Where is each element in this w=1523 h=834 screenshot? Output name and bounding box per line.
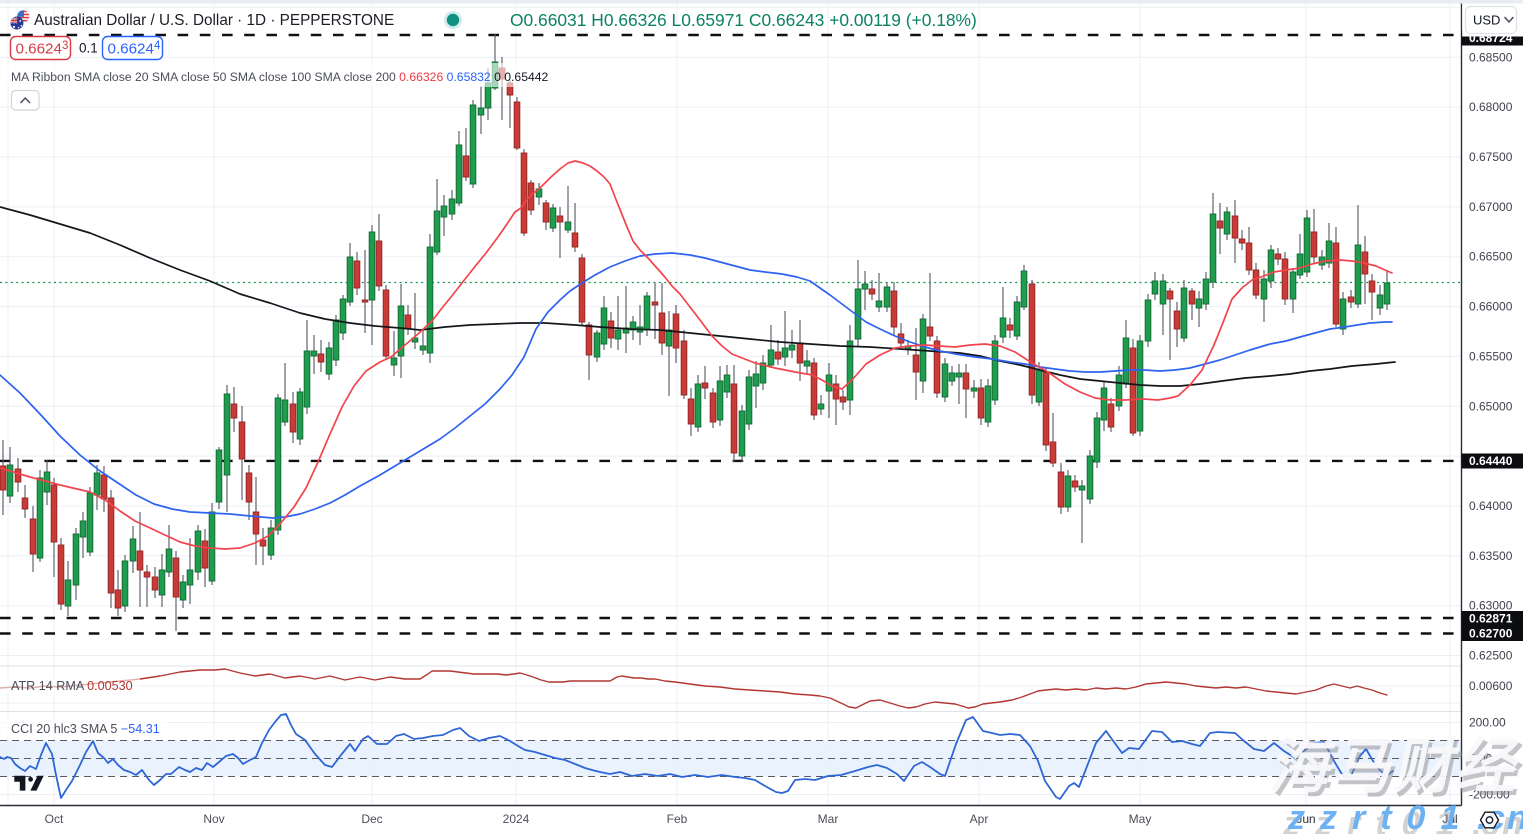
svg-text:.: . xyxy=(1472,805,1481,834)
svg-text:n: n xyxy=(1502,805,1523,834)
svg-text:0.66244: 0.66244 xyxy=(108,40,161,58)
svg-text:O0.66031 H0.66326 L0.65971 C0.: O0.66031 H0.66326 L0.65971 C0.66243 +0.0… xyxy=(510,10,977,30)
svg-text:0.63000: 0.63000 xyxy=(1469,599,1513,613)
svg-text:USD: USD xyxy=(1473,13,1500,28)
svg-text:zzrt01: zzrt01 xyxy=(1282,805,1469,834)
svg-text:0.62871: 0.62871 xyxy=(1469,612,1513,626)
svg-text:0.00: 0.00 xyxy=(1469,752,1493,766)
svg-text:Nov: Nov xyxy=(203,812,224,826)
svg-text:Jul: Jul xyxy=(1442,812,1457,826)
svg-text:0.62500: 0.62500 xyxy=(1469,649,1513,663)
svg-text:Mar: Mar xyxy=(818,812,839,826)
svg-text:Jun: Jun xyxy=(1296,812,1315,826)
svg-text:0.67000: 0.67000 xyxy=(1469,200,1513,214)
svg-text:Australian Dollar / U.S. Dolla: Australian Dollar / U.S. Dollar · 1D · P… xyxy=(34,12,394,29)
svg-text:zzrt01: zzrt01 xyxy=(1287,799,1474,834)
svg-text:0.65500: 0.65500 xyxy=(1469,349,1513,363)
svg-text:0.68000: 0.68000 xyxy=(1469,100,1513,114)
svg-text:0.64440: 0.64440 xyxy=(1469,454,1513,468)
svg-text:0.68500: 0.68500 xyxy=(1469,50,1513,64)
svg-text:Dec: Dec xyxy=(361,812,382,826)
svg-text:0.65000: 0.65000 xyxy=(1469,399,1513,413)
svg-text:May: May xyxy=(1129,812,1152,826)
svg-text:ATR 14 RMA 0.00530: ATR 14 RMA 0.00530 xyxy=(11,679,133,693)
svg-text:-200.00: -200.00 xyxy=(1469,788,1510,802)
svg-text:CCI 20 hlc3 SMA 5 −54.31: CCI 20 hlc3 SMA 5 −54.31 xyxy=(11,722,160,736)
svg-text:0.00600: 0.00600 xyxy=(1469,679,1513,693)
svg-text:Oct: Oct xyxy=(45,812,64,826)
svg-text:0.1: 0.1 xyxy=(79,41,98,56)
svg-text:MA Ribbon SMA close 20 SMA clo: MA Ribbon SMA close 20 SMA close 50 SMA … xyxy=(11,70,549,84)
svg-text:Feb: Feb xyxy=(667,812,688,826)
svg-text:0.66000: 0.66000 xyxy=(1469,300,1513,314)
svg-text:Jun: Jun xyxy=(1296,812,1315,826)
svg-text:Apr: Apr xyxy=(970,812,989,826)
svg-text:0.63500: 0.63500 xyxy=(1469,549,1513,563)
svg-text:海马财经: 海马财经 xyxy=(1266,733,1523,800)
svg-text:0.62700: 0.62700 xyxy=(1469,627,1513,641)
svg-text:0.66243: 0.66243 xyxy=(16,40,69,58)
svg-text:0.67500: 0.67500 xyxy=(1469,150,1513,164)
svg-text:0.66500: 0.66500 xyxy=(1469,250,1513,264)
svg-text:海马财经: 海马财经 xyxy=(1269,737,1523,804)
svg-text:0.64000: 0.64000 xyxy=(1469,499,1513,513)
svg-text:2024: 2024 xyxy=(503,812,530,826)
svg-text:200.00: 200.00 xyxy=(1469,716,1506,730)
svg-text:Jul: Jul xyxy=(1442,812,1457,826)
svg-text:n: n xyxy=(1507,799,1523,834)
